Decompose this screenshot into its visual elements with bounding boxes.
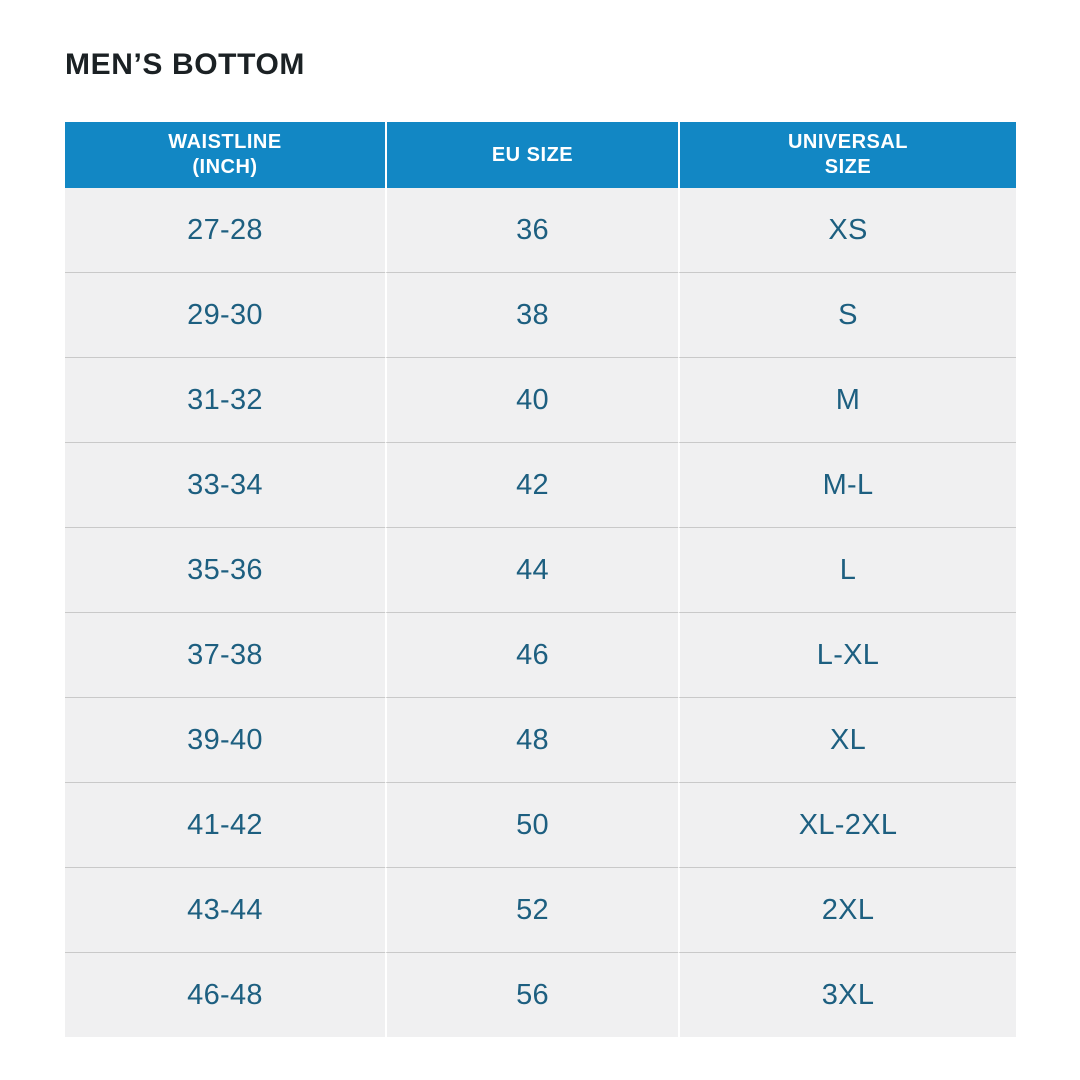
universal-size-cell: L-XL [678,612,1016,697]
eu-size-cell: 40 [385,357,678,442]
eu-size-cell: 36 [385,188,678,272]
eu-size-cell: 44 [385,527,678,612]
universal-size-cell: XL-2XL [678,782,1016,867]
waistline-cell: 31-32 [65,357,385,442]
universal-size-cell: S [678,272,1016,357]
waistline-cell: 43-44 [65,867,385,952]
waistline-cell: 37-38 [65,612,385,697]
column-header-eu-size: EU SIZE [385,122,678,188]
waistline-cell: 35-36 [65,527,385,612]
universal-size-cell: L [678,527,1016,612]
universal-size-cell: XS [678,188,1016,272]
eu-size-cell: 56 [385,952,678,1037]
waistline-cell: 33-34 [65,442,385,527]
eu-size-cell: 38 [385,272,678,357]
page-title: MEN’S BOTTOM [65,48,305,81]
size-chart-table: WAISTLINE (INCH) EU SIZE UNIVERSAL SIZE … [65,122,1016,1037]
universal-size-cell: 3XL [678,952,1016,1037]
eu-size-cell: 48 [385,697,678,782]
universal-size-cell: M-L [678,442,1016,527]
eu-size-cell: 50 [385,782,678,867]
waistline-cell: 46-48 [65,952,385,1037]
waistline-cell: 29-30 [65,272,385,357]
waistline-cell: 39-40 [65,697,385,782]
column-header-universal-size: UNIVERSAL SIZE [678,122,1016,188]
waistline-cell: 27-28 [65,188,385,272]
universal-size-cell: XL [678,697,1016,782]
universal-size-cell: 2XL [678,867,1016,952]
eu-size-cell: 46 [385,612,678,697]
universal-size-cell: M [678,357,1016,442]
column-header-waistline: WAISTLINE (INCH) [65,122,385,188]
waistline-cell: 41-42 [65,782,385,867]
eu-size-cell: 52 [385,867,678,952]
eu-size-cell: 42 [385,442,678,527]
